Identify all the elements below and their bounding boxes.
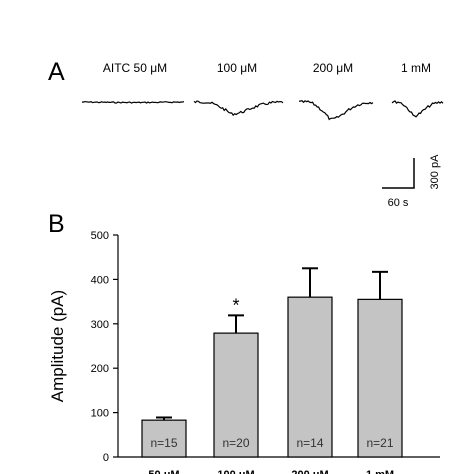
current-trace bbox=[81, 100, 185, 104]
scale-bar-time-label: 60 s bbox=[388, 197, 409, 209]
current-trace bbox=[193, 100, 284, 117]
n-label: n=14 bbox=[296, 436, 323, 450]
scale-bar bbox=[382, 158, 415, 189]
x-tick-label: 200 μM bbox=[291, 469, 328, 474]
panel-b-label: B bbox=[48, 210, 65, 238]
trace-label-100: 100 μM bbox=[217, 61, 257, 75]
panel-a-label: A bbox=[48, 58, 65, 86]
bar-chart: 0 100 200 300 400 500 n=15 50 μM n=20 * 100 μM n=14… bbox=[91, 230, 440, 474]
bar bbox=[141, 419, 187, 458]
trace-label-1mm: 1 mM bbox=[401, 61, 431, 75]
x-tick-label: 100 μM bbox=[217, 469, 254, 474]
n-label: n=21 bbox=[366, 436, 393, 450]
trace-label-200: 200 μM bbox=[313, 61, 353, 75]
bar bbox=[287, 296, 333, 458]
x-tick-label: 1 mM bbox=[366, 469, 394, 474]
trace-label-aitc-50: AITC 50 μM bbox=[103, 61, 167, 75]
current-trace bbox=[391, 100, 444, 118]
current-traces bbox=[81, 100, 444, 121]
y-axis-title: Amplitude (pA) bbox=[48, 290, 67, 402]
current-trace bbox=[299, 100, 374, 121]
y-tick-label: 200 bbox=[91, 363, 109, 375]
bar bbox=[213, 332, 259, 458]
y-tick-label: 400 bbox=[91, 274, 109, 286]
bar bbox=[357, 298, 403, 458]
y-tick-label: 500 bbox=[91, 230, 109, 242]
n-label: n=15 bbox=[150, 436, 177, 450]
y-tick-label: 300 bbox=[91, 319, 109, 331]
y-tick-label: 0 bbox=[103, 452, 109, 464]
y-tick-label: 100 bbox=[91, 408, 109, 420]
significance-marker: * bbox=[232, 295, 239, 315]
scale-bar-current-label: 300 pA bbox=[429, 154, 441, 190]
n-label: n=20 bbox=[222, 436, 249, 450]
x-tick-label: 50 μM bbox=[148, 469, 179, 474]
